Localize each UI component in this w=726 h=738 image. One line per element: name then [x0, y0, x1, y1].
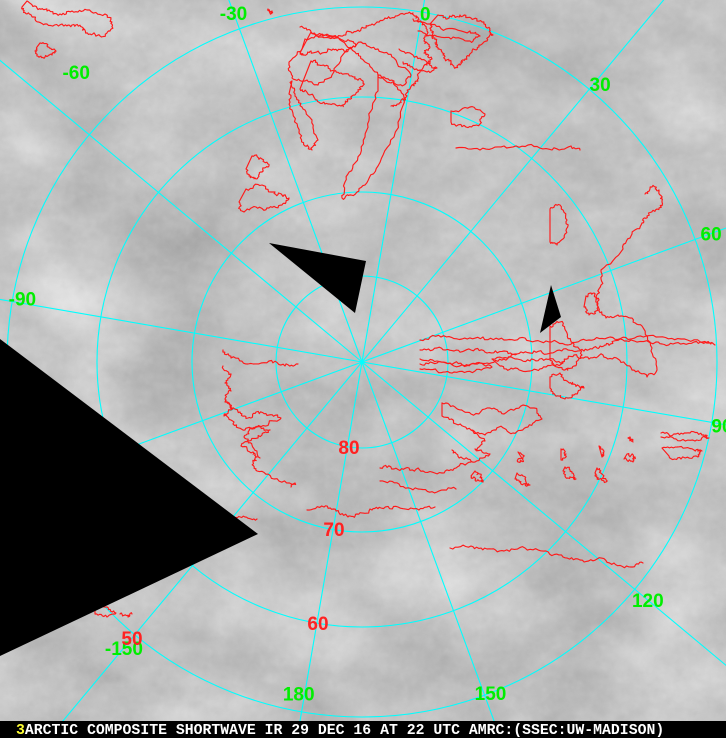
svg-text:-60: -60 — [62, 63, 89, 84]
svg-text:ARCTIC COMPOSITE SHORTWAVE IR: ARCTIC COMPOSITE SHORTWAVE IR 29 DEC 16 … — [16, 723, 664, 738]
svg-text:-30: -30 — [220, 4, 247, 25]
svg-text:90: 90 — [711, 416, 726, 437]
svg-text:50: 50 — [121, 629, 142, 650]
svg-text:150: 150 — [475, 684, 507, 705]
svg-text:60: 60 — [701, 225, 722, 246]
svg-text:180: 180 — [283, 685, 315, 706]
svg-text:60: 60 — [307, 614, 328, 635]
svg-text:-90: -90 — [9, 290, 36, 311]
svg-text:80: 80 — [338, 438, 359, 459]
svg-text:70: 70 — [323, 520, 344, 541]
svg-text:30: 30 — [590, 75, 611, 96]
svg-text:120: 120 — [632, 591, 664, 612]
